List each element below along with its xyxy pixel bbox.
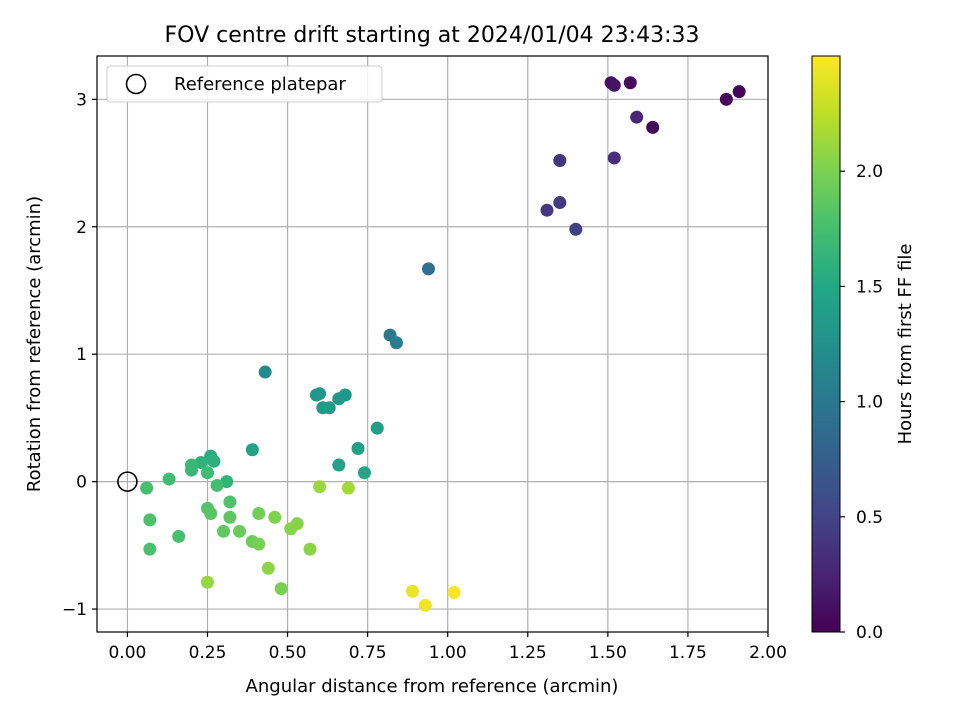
data-point: [274, 582, 288, 596]
plot-frame: [96, 55, 769, 633]
y-axis-label: Rotation from reference (arcmin): [24, 196, 45, 492]
data-point: [252, 506, 266, 520]
data-point: [217, 524, 231, 538]
chart-title: FOV centre drift starting at 2024/01/04 …: [165, 23, 700, 48]
x-tick-label: 2.00: [749, 643, 787, 663]
data-point: [370, 421, 384, 435]
legend-box: [106, 65, 383, 103]
data-point: [332, 392, 346, 406]
data-point: [569, 222, 583, 236]
data-point: [162, 472, 176, 486]
data-points: [140, 76, 746, 612]
y-tick-label: 1: [76, 345, 87, 365]
data-point: [252, 537, 266, 551]
data-point: [207, 454, 221, 468]
data-point: [303, 542, 317, 556]
data-point: [223, 510, 237, 524]
x-tick-label: 1.00: [429, 643, 467, 663]
data-point: [322, 401, 336, 415]
data-point: [245, 443, 259, 457]
data-point: [332, 458, 346, 472]
data-point: [284, 522, 298, 536]
colorbar-tick-label: 1.0: [856, 393, 883, 413]
colorbar-ticks: 0.0 0.5 1.0 1.5 2.0: [840, 162, 883, 643]
data-point: [421, 262, 435, 276]
data-point: [447, 585, 461, 599]
data-point: [184, 463, 198, 477]
data-point: [200, 575, 214, 589]
data-point: [204, 506, 218, 520]
x-tick-label: 1.75: [669, 643, 707, 663]
colorbar-tick-label: 0.5: [856, 508, 883, 528]
colorbar-label: Hours from first FF file: [895, 244, 916, 445]
data-point: [313, 480, 327, 494]
data-point: [732, 85, 746, 99]
data-point: [341, 481, 355, 495]
data-point: [143, 542, 157, 556]
data-point: [540, 203, 554, 217]
data-point: [313, 387, 327, 401]
data-point: [210, 478, 224, 492]
data-point: [200, 466, 214, 480]
data-point: [351, 441, 365, 455]
x-axis-label: Angular distance from reference (arcmin): [246, 676, 619, 697]
colorbar-tick-label: 0.0: [856, 623, 883, 643]
x-axis-ticks: 0.00 0.25 0.50 0.75 1.00 1.25 1.50 1.75 2.00: [108, 632, 787, 663]
legend: Reference platepar: [106, 65, 383, 103]
data-point: [607, 151, 621, 165]
x-tick-label: 1.25: [509, 643, 547, 663]
x-tick-label: 0.75: [349, 643, 387, 663]
colorbar-tick-label: 2.0: [856, 162, 883, 182]
data-point: [172, 529, 186, 543]
x-tick-label: 0.25: [189, 643, 227, 663]
x-tick-label: 0.00: [108, 643, 146, 663]
legend-marker-icon: [125, 73, 147, 95]
y-tick-label: 3: [76, 90, 87, 110]
x-tick-label: 1.50: [589, 643, 627, 663]
y-tick-label: 2: [76, 218, 87, 238]
data-point: [418, 598, 432, 612]
data-point: [646, 120, 660, 134]
y-axis-ticks: −1 0 1 2 3: [62, 90, 97, 620]
y-tick-label: −1: [62, 600, 87, 620]
data-point: [261, 561, 275, 575]
data-point: [258, 365, 272, 379]
data-point: [719, 92, 733, 106]
data-point: [268, 510, 282, 524]
colorbar-gradient: [811, 55, 841, 633]
data-point: [223, 495, 237, 509]
grid: [97, 56, 769, 632]
legend-label: Reference platepar: [174, 74, 346, 95]
data-point: [607, 78, 621, 92]
data-point: [405, 584, 419, 598]
data-point: [140, 481, 154, 495]
data-point: [630, 110, 644, 124]
colorbar-tick-label: 1.5: [856, 277, 883, 297]
reference-platepar-marker: [117, 471, 138, 492]
data-point: [143, 513, 157, 527]
x-tick-label: 0.50: [269, 643, 307, 663]
data-point: [357, 466, 371, 480]
colorbar: 0.0 0.5 1.0 1.5 2.0 Hours from first FF file: [811, 55, 916, 643]
y-tick-label: 0: [76, 473, 87, 493]
data-point: [553, 153, 567, 167]
data-point: [389, 336, 403, 350]
data-point: [623, 76, 637, 90]
data-point: [233, 524, 247, 538]
data-point: [553, 196, 567, 210]
